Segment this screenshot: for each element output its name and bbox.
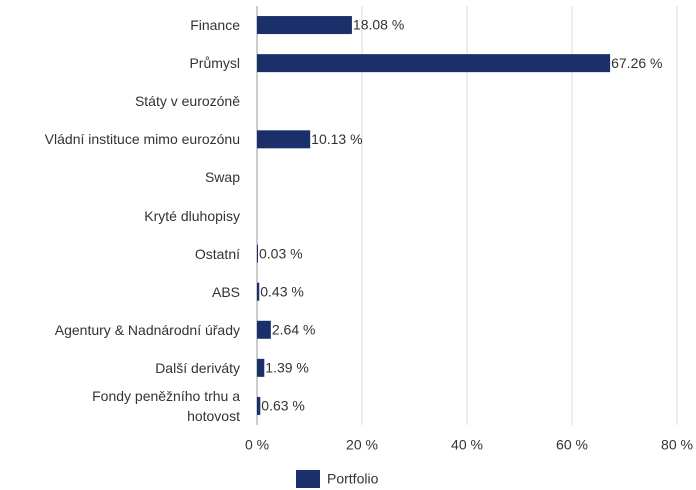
legend-label: Portfolio (327, 471, 379, 487)
data-label: 18.08 % (353, 17, 404, 33)
x-tick-label: 20 % (346, 437, 378, 453)
bar (257, 54, 611, 73)
category-label: Agentury & Nadnárodní úřady (54, 321, 240, 338)
category-label: Vládní instituce mimo eurozónu (44, 131, 240, 148)
category-label: Ostatní (194, 245, 240, 262)
bar (257, 16, 352, 35)
data-label: 0.03 % (259, 245, 303, 261)
category-label: Fondy peněžního trhu a hotovost (92, 387, 240, 424)
data-label: 2.64 % (272, 321, 316, 337)
data-label: 67.26 % (611, 55, 662, 71)
bar (257, 244, 258, 263)
data-label: 1.39 % (265, 360, 309, 376)
bar (257, 130, 311, 149)
category-label: ABS (211, 283, 240, 300)
bar (257, 396, 261, 415)
bar (257, 282, 260, 301)
legend-swatch (296, 470, 320, 488)
data-label: 0.43 % (260, 283, 304, 299)
category-label: Další deriváty (155, 359, 240, 376)
bar (257, 358, 265, 377)
data-label: 10.13 % (311, 131, 362, 147)
data-label: 0.63 % (261, 398, 305, 414)
category-label: Průmysl (189, 55, 240, 72)
x-tick-label: 60 % (556, 437, 588, 453)
category-label: Kryté dluhopisy (144, 207, 240, 224)
category-label: Swap (204, 169, 240, 186)
category-label: Státy v eurozóně (134, 93, 240, 110)
x-tick-label: 80 % (661, 437, 693, 453)
x-tick-label: 40 % (451, 437, 483, 453)
bar (257, 320, 271, 339)
x-tick-label: 0 % (245, 437, 269, 453)
category-label: Finance (190, 17, 240, 34)
